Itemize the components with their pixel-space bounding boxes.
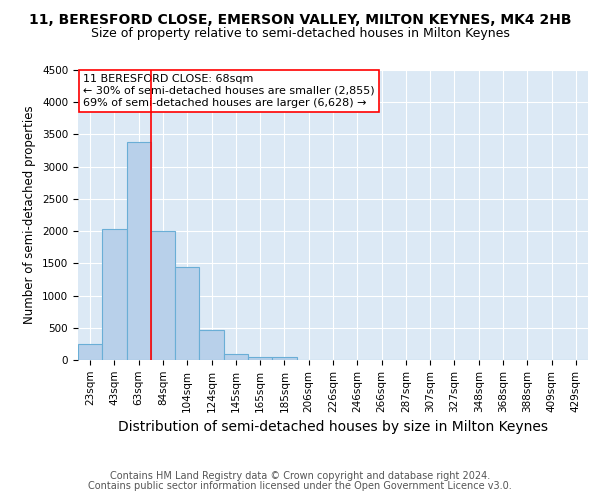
Bar [102,229,127,360]
Bar [224,354,248,360]
Bar [151,231,175,360]
Bar [127,142,151,360]
Y-axis label: Number of semi-detached properties: Number of semi-detached properties [23,106,37,324]
Bar [78,344,102,360]
Text: Size of property relative to semi-detached houses in Milton Keynes: Size of property relative to semi-detach… [91,28,509,40]
Bar [248,357,272,360]
Bar [272,357,296,360]
Bar [199,330,224,360]
Text: 11 BERESFORD CLOSE: 68sqm
← 30% of semi-detached houses are smaller (2,855)
69% : 11 BERESFORD CLOSE: 68sqm ← 30% of semi-… [83,74,375,108]
Text: 11, BERESFORD CLOSE, EMERSON VALLEY, MILTON KEYNES, MK4 2HB: 11, BERESFORD CLOSE, EMERSON VALLEY, MIL… [29,12,571,26]
Text: Contains public sector information licensed under the Open Government Licence v3: Contains public sector information licen… [88,481,512,491]
Bar [175,266,199,360]
Text: Contains HM Land Registry data © Crown copyright and database right 2024.: Contains HM Land Registry data © Crown c… [110,471,490,481]
X-axis label: Distribution of semi-detached houses by size in Milton Keynes: Distribution of semi-detached houses by … [118,420,548,434]
